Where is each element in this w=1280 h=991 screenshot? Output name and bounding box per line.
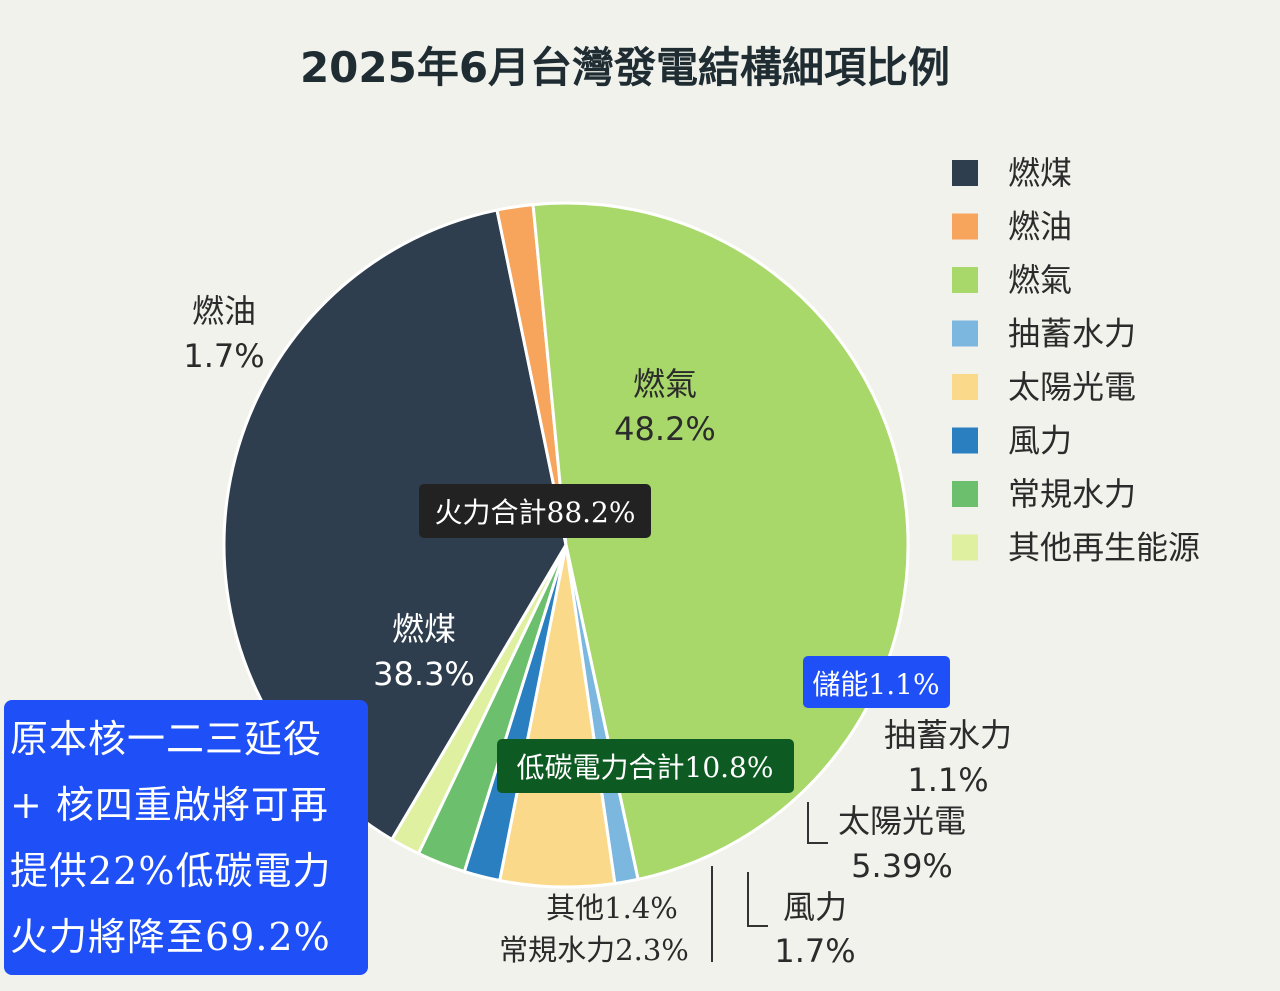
note-box: 原本核一二三延役 + 核四重啟將可再 提供22%低碳電力 火力將降至69.2%	[4, 700, 368, 975]
pie-slices	[222, 201, 910, 889]
legend-label-hydro: 常規水力	[1008, 475, 1136, 513]
solar-leader-line	[807, 802, 828, 844]
slice-label-wind-pct: 1.7%	[774, 932, 855, 970]
note-line-2: + 核四重啟將可再	[10, 783, 329, 827]
legend-swatch-wind	[952, 427, 978, 454]
legend-label-gas: 燃氣	[1008, 261, 1072, 299]
slice-label-coal-pct: 38.3%	[373, 655, 475, 693]
note-line-3: 提供22%低碳電力	[10, 849, 332, 893]
pie-slice-other-renewable	[389, 544, 568, 856]
pie-slice-gas	[531, 201, 910, 882]
slice-label-gas-name: 燃氣	[633, 365, 697, 403]
slice-label-pumped-pct: 1.1%	[907, 761, 988, 799]
wind-leader-line	[747, 872, 768, 927]
slice-label-gas-pct: 48.2%	[614, 410, 716, 448]
note-line-4: 火力將降至69.2%	[10, 915, 331, 959]
legend-swatch-oil	[952, 213, 978, 240]
legend-label-solar: 太陽光電	[1008, 368, 1136, 406]
slice-label-hydro: 常規水力2.3%	[499, 933, 689, 967]
slice-label-other: 其他1.4%	[546, 891, 678, 925]
legend-swatch-pumped-hydro	[952, 320, 978, 347]
fossil-total-box: 火力合計88.2%	[419, 484, 651, 538]
low-carbon-total-box: 低碳電力合計10.8%	[497, 739, 794, 793]
slice-label-oil-name: 燃油	[192, 292, 256, 330]
legend-swatch-coal	[952, 160, 978, 186]
slice-label-oil-pct: 1.7%	[183, 337, 264, 375]
slice-label-solar-pct: 5.39%	[851, 847, 953, 885]
legend-swatch-hydro	[952, 481, 978, 507]
legend-swatch-other-renewable	[952, 534, 978, 561]
legend-swatch-gas	[952, 267, 978, 293]
legend-label-coal: 燃煤	[1008, 154, 1072, 192]
fossil-total-text: 火力合計88.2%	[435, 496, 636, 529]
storage-box: 儲能1.1%	[803, 656, 950, 708]
legend-swatch-solar	[952, 374, 978, 400]
chart-title: 2025年6月台灣發電結構細項比例	[300, 43, 950, 92]
note-line-1: 原本核一二三延役	[10, 717, 323, 761]
legend-label-oil: 燃油	[1008, 208, 1072, 246]
low-carbon-total-text: 低碳電力合計10.8%	[517, 751, 774, 784]
slice-label-wind-name: 風力	[783, 888, 847, 926]
slice-label-solar-name: 太陽光電	[838, 802, 966, 840]
storage-text: 儲能1.1%	[812, 668, 939, 701]
legend-label-pumped-hydro: 抽蓄水力	[1008, 315, 1136, 353]
slice-label-coal-name: 燃煤	[392, 610, 456, 648]
legend-label-wind: 風力	[1008, 422, 1072, 460]
legend-label-other-renewable: 其他再生能源	[1008, 529, 1200, 567]
slice-label-pumped-name: 抽蓄水力	[884, 716, 1012, 754]
